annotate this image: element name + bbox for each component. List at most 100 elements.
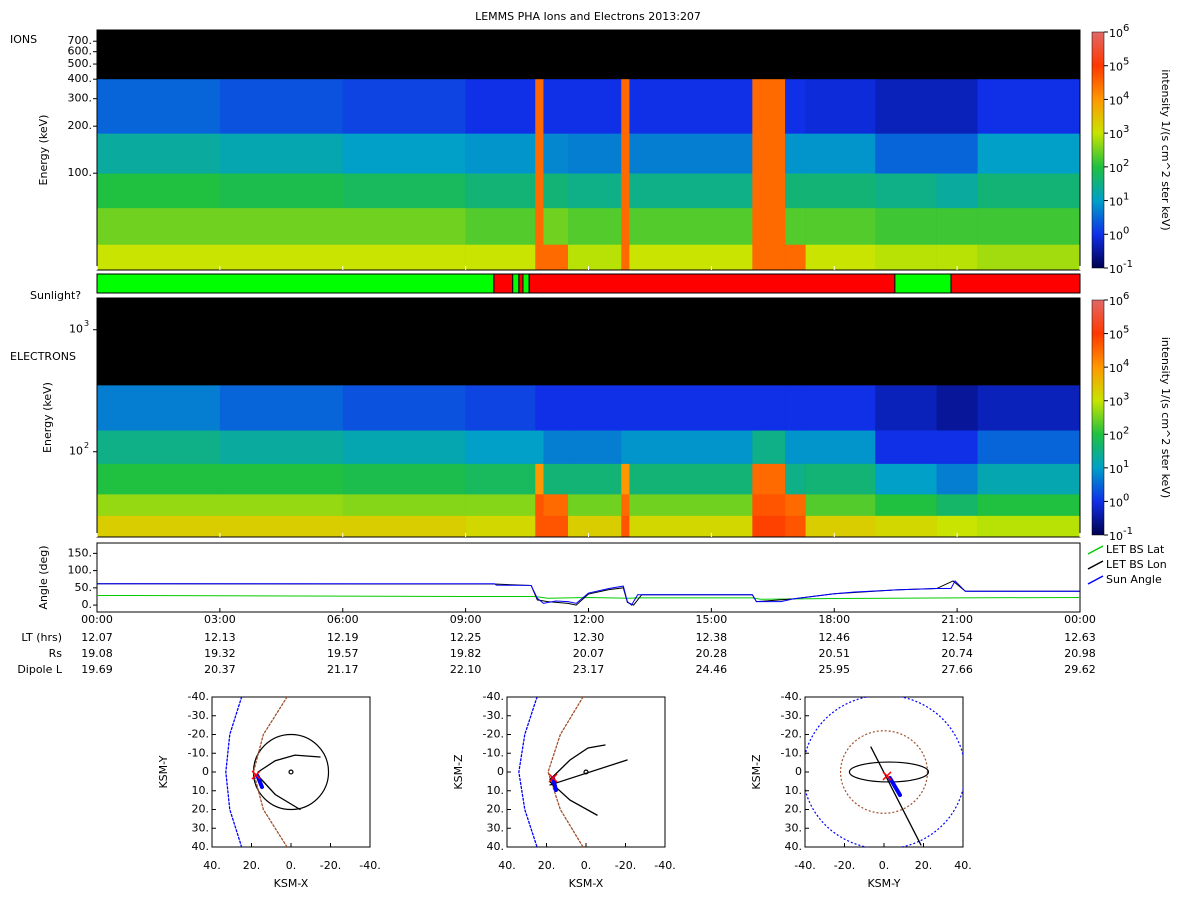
table-cell: 20.98 — [1064, 647, 1096, 660]
plot-frame — [506, 696, 666, 848]
position-marker — [251, 770, 261, 780]
y-axis-label: Energy (keV) — [41, 382, 54, 453]
y-tick-label: -10. — [781, 746, 802, 759]
row-label: Rs — [49, 647, 63, 660]
colorbar-tick-label: 10 — [1109, 329, 1123, 342]
panel-label: Sunlight? — [30, 289, 81, 302]
heatmap-cell — [977, 494, 1081, 516]
colorbar-tick-label: 10 — [1109, 362, 1123, 375]
heatmap-cell — [805, 515, 876, 538]
y-tick-label: 30. — [192, 821, 210, 834]
heatmap-cell — [465, 385, 536, 431]
heatmap-cell — [875, 79, 937, 134]
y-tick-label: 20. — [487, 803, 505, 816]
x-tick-label: 20. — [915, 859, 933, 872]
heatmap-cell — [342, 515, 466, 538]
colorbar-tick-exponent: 4 — [1123, 358, 1129, 369]
heatmap-cell — [977, 133, 1081, 174]
table-cell: 19.32 — [204, 647, 236, 660]
x-tick-label: 00:00 — [81, 613, 113, 626]
colorbar-tick-exponent: 0 — [1123, 225, 1129, 236]
sunlight-segment — [894, 273, 952, 294]
table-cell: 23.17 — [573, 663, 605, 676]
heatmap-cell — [621, 79, 630, 134]
heatmap-cell — [621, 244, 630, 271]
x-tick-label: 40. — [498, 859, 516, 872]
heatmap-cell — [977, 430, 1081, 464]
heatmap-cell — [465, 463, 536, 495]
heatmap-cell — [535, 244, 544, 271]
heatmap-cell — [219, 494, 344, 516]
sunlight-segment — [522, 273, 530, 294]
heatmap-cell — [875, 133, 937, 174]
heatmap-cell — [805, 430, 876, 464]
colorbar-tick-label: 10 — [1109, 295, 1123, 308]
orbit-plot — [225, 697, 330, 847]
heatmap-cell — [629, 385, 753, 431]
y-tick-label: -10. — [188, 746, 209, 759]
heatmap-cell — [97, 494, 221, 516]
heatmap-cell — [97, 515, 221, 538]
heatmap-cell — [875, 430, 937, 464]
y-tick-label: 30. — [785, 821, 803, 834]
heatmap-cell — [219, 385, 344, 431]
heatmap-cell — [97, 173, 221, 209]
table-cell: 21.17 — [327, 663, 359, 676]
colorbar-tick-exponent: 5 — [1123, 325, 1129, 336]
heatmap-cell — [621, 385, 630, 431]
x-tick-label: 20. — [538, 859, 556, 872]
heatmap-cell — [785, 79, 806, 134]
colorbar-tick-label: 10 — [1109, 27, 1123, 40]
sunlight-segment — [512, 273, 520, 294]
table-cell: 12.38 — [696, 631, 728, 644]
x-tick-label: 40. — [954, 859, 972, 872]
sunlight-segment — [950, 273, 1081, 294]
heatmap-cell — [621, 173, 630, 209]
y-tick-label: 40. — [785, 840, 803, 853]
heatmap-cell — [543, 79, 569, 134]
y-tick-label: -30. — [483, 709, 504, 722]
heatmap-cell — [535, 173, 544, 209]
table-cell: 12.13 — [204, 631, 236, 644]
heatmap-cell — [543, 430, 569, 464]
heatmap-cell — [805, 463, 876, 495]
heatmap-cell — [805, 244, 876, 271]
y-tick-label: -40. — [781, 690, 802, 703]
y-tick-label: -20. — [483, 728, 504, 741]
orbit-trace — [887, 776, 902, 798]
panel-label: ELECTRONS — [10, 350, 76, 363]
colorbar-tick-label: 10 — [1109, 530, 1123, 543]
row-label: Dipole L — [17, 663, 63, 676]
x-tick-label: -20. — [615, 859, 636, 872]
x-tick-label: 20. — [243, 859, 261, 872]
y-tick-label: 10. — [192, 784, 210, 797]
heatmap-cell — [977, 244, 1081, 271]
table-cell: 12.07 — [81, 631, 113, 644]
heatmap-cell — [752, 494, 786, 516]
y-tick-label: -10. — [483, 746, 504, 759]
heatmap-cell — [936, 79, 978, 134]
heatmap-cell — [535, 385, 544, 431]
orbit-trace — [870, 746, 922, 846]
heatmap-cell — [752, 463, 786, 495]
heatmap-cell — [465, 207, 536, 245]
heatmap-cell — [342, 494, 466, 516]
colorbar-tick-exponent: 3 — [1123, 392, 1129, 403]
orbit-trace — [549, 744, 606, 781]
heatmap-cell — [219, 430, 344, 464]
heatmap-cell — [568, 244, 622, 271]
heatmap-cell — [535, 133, 544, 174]
y-tick-label: 0 — [202, 765, 209, 778]
colorbar-tick-label: 10 — [1109, 196, 1123, 209]
table-cell: 12.46 — [819, 631, 851, 644]
heatmap-cell — [543, 515, 569, 538]
colorbar-tick-label: 10 — [1109, 396, 1123, 409]
table-cell: 20.51 — [819, 647, 851, 660]
heatmap-cell — [629, 463, 753, 495]
heatmap-cell — [936, 463, 978, 495]
x-tick-label: 09:00 — [450, 613, 482, 626]
heatmap-cell — [342, 385, 466, 431]
y-axis-label: KSM-Z — [452, 754, 465, 790]
heatmap-cell — [219, 133, 344, 174]
